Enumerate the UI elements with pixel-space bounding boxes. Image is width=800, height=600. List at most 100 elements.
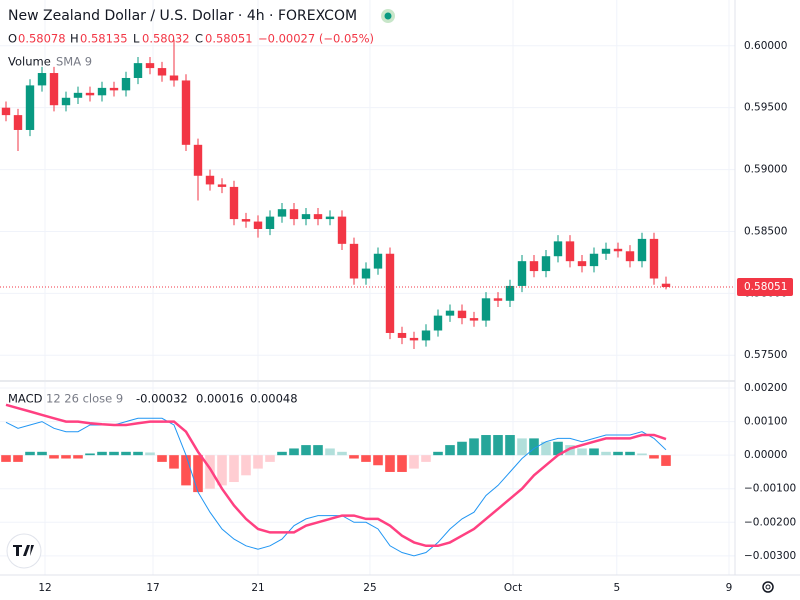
candle-body [253, 221, 263, 229]
candle-body [565, 241, 575, 262]
y-tick-label: −0.00200 [744, 516, 796, 528]
candle-body [37, 73, 47, 86]
candle-body [277, 209, 287, 217]
histogram-bar [25, 451, 35, 456]
candle-body [433, 315, 443, 331]
candle-body [1, 107, 11, 116]
volume-label: Volume [8, 55, 51, 69]
ohlc-value: 0.58078 [18, 32, 66, 46]
candle-body [469, 318, 479, 321]
histogram-bar [289, 448, 299, 456]
candle-body [229, 186, 239, 220]
histogram-bar [361, 455, 371, 462]
histogram-bar [1, 455, 11, 462]
ohlc-value: 0.58032 [142, 32, 190, 46]
ohlc-value: 0.58135 [80, 32, 128, 46]
histogram-bar [325, 448, 335, 456]
y-tick-label: 0.60000 [744, 40, 787, 52]
candle-body [121, 77, 131, 91]
histogram-bar [181, 455, 191, 486]
candle-body [601, 248, 611, 254]
macd-line [5, 417, 667, 557]
histogram-bar [49, 455, 59, 459]
histogram-bar [613, 451, 623, 456]
candle-body [577, 261, 587, 267]
candle-body [541, 256, 551, 272]
histogram-bar [229, 455, 239, 483]
histogram-bar [625, 451, 635, 456]
ohlc-letter: O [8, 32, 17, 46]
macd-line-value: 0.00016 [196, 392, 244, 406]
macd-line [5, 403, 667, 548]
candle-body [217, 184, 227, 187]
histogram-bar [517, 438, 527, 456]
candle-body [661, 283, 671, 288]
candle-body [553, 241, 563, 257]
histogram-bar [457, 441, 467, 456]
candle-body [517, 261, 527, 286]
change: −0.00027 (−0.05%) [258, 32, 374, 46]
grid [0, 0, 735, 575]
histogram-bar [397, 455, 407, 472]
histogram-bar [493, 435, 503, 456]
candle-body [13, 115, 23, 130]
histogram-bar [385, 455, 395, 472]
ohlc-value: 0.58051 [205, 32, 253, 46]
histogram-bar [301, 445, 311, 456]
candle-body [361, 268, 371, 279]
histogram-bar [577, 448, 587, 456]
histogram-bar [85, 453, 95, 456]
candle-body [73, 92, 83, 98]
candle-body [505, 285, 515, 301]
candle-body [109, 87, 119, 91]
histogram-bar [637, 453, 647, 456]
x-tick-label: 21 [251, 582, 264, 594]
histogram-bar [265, 455, 275, 462]
histogram-bar [37, 451, 47, 456]
histogram-bar [601, 451, 611, 456]
histogram-bar [469, 438, 479, 456]
histogram-bar [409, 455, 419, 469]
histogram-bar [133, 451, 143, 456]
histogram-bar [217, 455, 227, 486]
signal-line-value: 0.00048 [250, 392, 298, 406]
histogram-bar [109, 451, 119, 456]
candle-body [25, 85, 35, 130]
candle-body [625, 251, 635, 262]
histogram-bar [421, 455, 431, 462]
candle-body [181, 80, 191, 145]
candle-body [529, 261, 539, 272]
histogram-bar [349, 455, 359, 459]
histogram-bar [169, 455, 179, 469]
candle-body [337, 216, 347, 244]
histogram-bar [541, 441, 551, 456]
last-price-label: 0.58051 [744, 281, 787, 293]
candle-body [481, 298, 491, 321]
x-tick-label: 9 [726, 582, 733, 594]
histogram-bar [277, 451, 287, 456]
candle-body [205, 175, 215, 185]
histogram-bar [589, 448, 599, 456]
candle-body [133, 63, 143, 78]
candle-body [385, 253, 395, 333]
candle-body [241, 219, 251, 222]
x-tick-label: Oct [504, 582, 522, 594]
histogram-bar [253, 455, 263, 469]
candle-body [61, 97, 71, 106]
histogram-bar [97, 451, 107, 456]
candle-body [637, 238, 647, 262]
candle-body [373, 253, 383, 269]
candle-body [145, 63, 155, 69]
y-tick-label: 0.57500 [744, 349, 787, 361]
candle-body [589, 253, 599, 267]
volume-params: SMA 9 [56, 55, 92, 69]
histogram-bar [337, 451, 347, 456]
histogram-bar [241, 455, 251, 476]
candle-body [349, 243, 359, 279]
histogram-bar [121, 451, 131, 456]
settings-icon[interactable] [762, 581, 774, 593]
candle-body [193, 144, 203, 176]
logo[interactable] [6, 533, 42, 569]
candle-body [313, 214, 323, 220]
